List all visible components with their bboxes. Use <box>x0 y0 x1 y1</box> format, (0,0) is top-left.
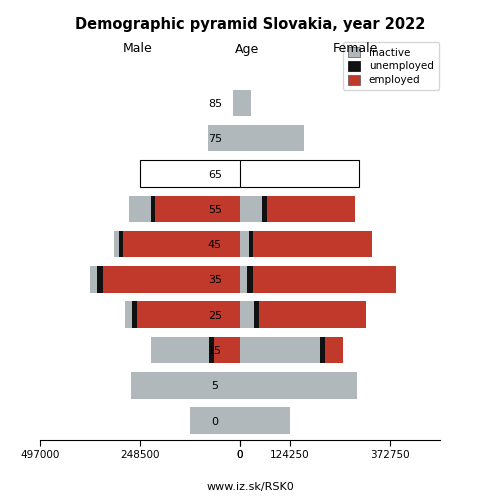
Bar <box>240 408 290 434</box>
Bar <box>209 337 214 363</box>
Bar <box>140 160 240 187</box>
Bar <box>124 231 240 258</box>
Bar <box>240 125 304 152</box>
Bar <box>240 160 358 187</box>
Bar <box>240 266 396 292</box>
Text: Female: Female <box>332 42 378 56</box>
Bar <box>125 302 240 328</box>
Bar <box>249 231 253 258</box>
Bar <box>320 337 326 363</box>
Bar <box>240 90 252 116</box>
Bar <box>240 231 372 258</box>
Bar <box>240 302 366 328</box>
Text: Male: Male <box>122 42 152 56</box>
Bar <box>150 337 240 363</box>
Bar <box>140 160 240 187</box>
Bar <box>152 196 156 222</box>
Text: Demographic pyramid Slovakia, year 2022: Demographic pyramid Slovakia, year 2022 <box>75 18 425 32</box>
Bar <box>240 372 356 398</box>
Bar <box>240 337 344 363</box>
Bar <box>97 266 103 292</box>
Bar <box>130 196 240 222</box>
Bar <box>233 90 240 116</box>
Text: Age: Age <box>236 42 260 56</box>
Bar <box>240 196 356 222</box>
Bar <box>240 90 252 116</box>
Bar <box>132 302 138 328</box>
Bar <box>90 266 240 292</box>
Bar <box>262 196 267 222</box>
Bar <box>240 160 358 187</box>
Bar <box>190 408 240 434</box>
Bar <box>156 196 240 222</box>
Bar <box>214 337 240 363</box>
Bar <box>240 372 356 398</box>
Bar <box>254 302 260 328</box>
Bar <box>240 266 247 292</box>
Bar <box>114 231 240 258</box>
Bar <box>240 196 262 222</box>
Bar <box>120 231 124 258</box>
Bar <box>208 125 240 152</box>
Text: www.iz.sk/RSK0: www.iz.sk/RSK0 <box>206 482 294 492</box>
Bar <box>240 337 320 363</box>
Bar <box>240 408 290 434</box>
Bar <box>240 231 249 258</box>
Bar <box>132 372 240 398</box>
Legend: inactive, unemployed, employed: inactive, unemployed, employed <box>342 42 439 90</box>
Bar <box>240 302 254 328</box>
Bar <box>240 160 358 187</box>
Bar <box>247 266 254 292</box>
Bar <box>138 302 240 328</box>
Bar <box>240 125 304 152</box>
Bar <box>103 266 240 292</box>
